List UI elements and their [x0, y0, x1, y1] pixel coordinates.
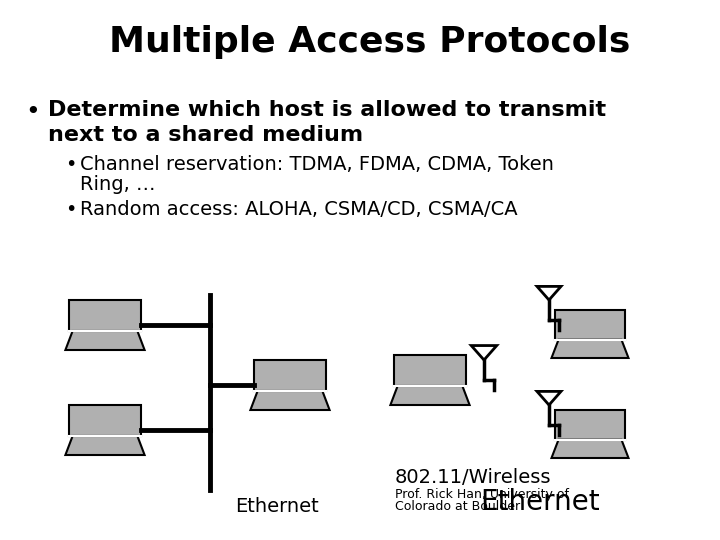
Text: Ring, …: Ring, … — [80, 175, 156, 194]
Polygon shape — [537, 392, 561, 405]
Text: Prof. Rick Han, University of: Prof. Rick Han, University of — [395, 488, 569, 501]
Text: 802.11/Wireless: 802.11/Wireless — [395, 468, 552, 487]
Bar — [394, 355, 466, 386]
Text: Determine which host is allowed to transmit: Determine which host is allowed to trans… — [48, 100, 606, 120]
Bar — [555, 410, 625, 440]
Polygon shape — [552, 440, 629, 458]
Bar — [555, 310, 625, 340]
Text: •: • — [65, 155, 76, 174]
Text: •: • — [25, 100, 40, 124]
Bar — [254, 360, 326, 391]
Polygon shape — [66, 436, 145, 455]
Text: Channel reservation: TDMA, FDMA, CDMA, Token: Channel reservation: TDMA, FDMA, CDMA, T… — [80, 155, 554, 174]
Text: Ethernet: Ethernet — [480, 488, 600, 516]
Text: Ethernet: Ethernet — [235, 497, 319, 516]
Polygon shape — [472, 346, 497, 360]
Polygon shape — [537, 286, 561, 300]
Text: Colorado at Boulder: Colorado at Boulder — [395, 500, 520, 513]
Text: •: • — [65, 200, 76, 219]
Polygon shape — [390, 386, 469, 405]
Text: Multiple Access Protocols: Multiple Access Protocols — [109, 25, 631, 59]
Polygon shape — [251, 391, 330, 410]
Bar — [69, 405, 141, 436]
Text: Random access: ALOHA, CSMA/CD, CSMA/CA: Random access: ALOHA, CSMA/CD, CSMA/CA — [80, 200, 518, 219]
Polygon shape — [552, 340, 629, 358]
Bar — [69, 300, 141, 331]
Text: next to a shared medium: next to a shared medium — [48, 125, 363, 145]
Polygon shape — [66, 331, 145, 350]
